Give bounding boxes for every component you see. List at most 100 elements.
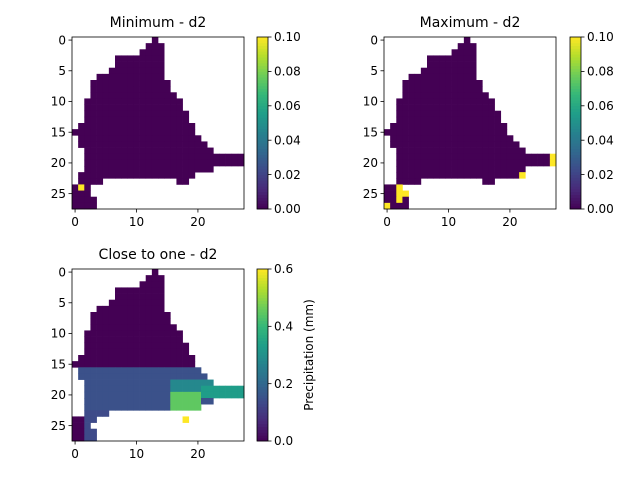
heatmap-cell (402, 147, 409, 155)
heatmap-cell (139, 104, 147, 112)
colorbar-tick-label: 0.08 (587, 65, 614, 79)
heatmap-cell (84, 410, 91, 417)
heatmap-cell (133, 336, 140, 344)
heatmap-cell (201, 166, 208, 173)
colorbar-segment (257, 360, 268, 364)
colorbar-segment (570, 62, 581, 67)
heatmap-cell (133, 324, 140, 331)
heatmap-cell (164, 147, 171, 155)
heatmap-cell (72, 422, 79, 430)
heatmap-cell (164, 141, 171, 148)
heatmap-cell (158, 318, 165, 325)
heatmap-cell (176, 147, 183, 155)
heatmap-cell (420, 86, 428, 93)
heatmap-cell (427, 147, 434, 155)
heatmap-cell (102, 166, 110, 173)
heatmap-cell (427, 116, 434, 124)
heatmap-cell (133, 92, 140, 99)
colorbar-segment (257, 412, 268, 416)
heatmap-cell (188, 379, 196, 387)
heatmap-cell (127, 379, 134, 387)
heatmap-cell (96, 92, 104, 99)
heatmap-cell (451, 49, 459, 56)
heatmap-cell (414, 141, 422, 148)
heatmap-cell (121, 404, 128, 411)
colorbar-segment (257, 183, 268, 187)
heatmap-cell (201, 373, 208, 380)
heatmap-cell (182, 135, 190, 142)
heatmap-cell (470, 49, 477, 56)
x-tick-label: 0 (71, 447, 79, 461)
heatmap-cell (108, 73, 116, 81)
heatmap-cell (164, 86, 171, 93)
x-tick-label: 10 (129, 215, 144, 229)
heatmap-cell (182, 385, 190, 393)
heatmap-cell (145, 98, 153, 105)
heatmap-cell (96, 86, 104, 93)
heatmap-cell (158, 312, 165, 319)
heatmap-cell (102, 135, 110, 142)
heatmap-cell (158, 299, 165, 307)
colorbar-segment (257, 332, 268, 336)
heatmap-cell (494, 147, 502, 155)
heatmap-cell (188, 159, 196, 167)
heatmap-cell (127, 318, 134, 325)
heatmap-cell (164, 385, 171, 393)
heatmap-cell (433, 55, 440, 62)
colorbar-segment (257, 372, 268, 376)
heatmap-cell (176, 379, 183, 387)
colorbar-segment (257, 326, 268, 330)
heatmap-cell (543, 153, 551, 161)
heatmap-cell (500, 135, 508, 142)
colorbar-segment (257, 343, 268, 347)
heatmap-cell (121, 67, 128, 75)
heatmap-cell (108, 318, 116, 325)
heatmap-cell (72, 196, 79, 204)
heatmap-cell (158, 159, 165, 167)
heatmap-cell (108, 336, 116, 344)
heatmap-cell (445, 67, 452, 75)
heatmap-cell (84, 336, 91, 344)
heatmap-cell (402, 202, 409, 210)
heatmap-cell (145, 293, 153, 301)
heatmap-cell (463, 86, 471, 93)
heatmap-cell (133, 361, 140, 368)
colorbar-segment (570, 94, 581, 98)
colorbar-segment (257, 418, 268, 422)
heatmap-cell (151, 153, 159, 161)
heatmap-cell (133, 129, 140, 136)
heatmap-cell (194, 153, 202, 161)
heatmap-cell (164, 166, 171, 173)
heatmap-cell (164, 98, 171, 105)
heatmap-cell (164, 336, 171, 344)
heatmap-cell (139, 379, 147, 387)
heatmap-cell (396, 104, 403, 112)
heatmap-cell (170, 398, 177, 405)
heatmap-cell (133, 73, 140, 81)
heatmap-cell (488, 166, 495, 173)
heatmap-cell (390, 190, 397, 198)
heatmap-cell (408, 80, 416, 87)
heatmap-cell (102, 373, 110, 380)
colorbar-segment (257, 337, 268, 342)
heatmap-cell (90, 324, 97, 331)
colorbar-segment (257, 166, 268, 170)
heatmap-cell (121, 166, 128, 173)
heatmap-cell (414, 98, 422, 105)
heatmap-cell (72, 202, 79, 210)
heatmap-cell (451, 147, 459, 155)
heatmap-cell (139, 318, 147, 325)
heatmap-cell (225, 385, 233, 393)
heatmap-cell (133, 166, 140, 173)
heatmap-cell (127, 385, 134, 393)
heatmap-cell (420, 123, 428, 130)
colorbar-segment (570, 80, 581, 84)
heatmap-cell (482, 123, 489, 130)
heatmap-cell (108, 385, 116, 393)
heatmap-cell (108, 123, 116, 130)
heatmap-cell (427, 153, 434, 161)
heatmap-cell (115, 67, 122, 75)
heatmap-cell (84, 428, 91, 436)
heatmap-cell (84, 202, 91, 210)
heatmap-cell (207, 379, 214, 387)
